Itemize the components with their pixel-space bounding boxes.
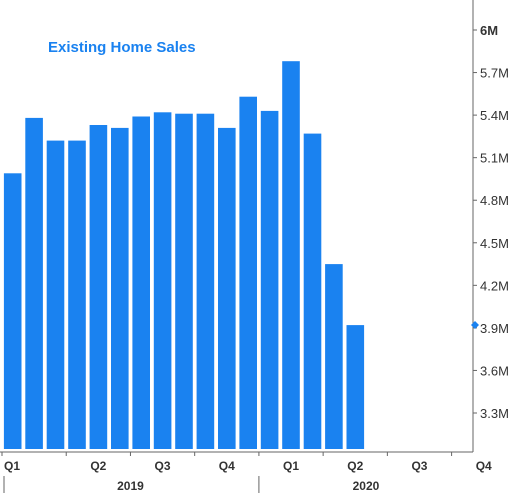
bar-9	[196, 113, 215, 449]
bar-4	[89, 125, 108, 449]
y-tick-label: 5.1M	[480, 151, 509, 166]
bar-16	[346, 325, 365, 449]
x-quarter-label: Q4	[219, 459, 235, 473]
y-tick-label: 4.2M	[480, 278, 509, 293]
last-value-marker	[471, 321, 479, 330]
chart-title: Existing Home Sales	[48, 39, 196, 56]
bar-3	[68, 140, 86, 449]
y-tick-label: 3.6M	[480, 363, 509, 378]
bar-0	[3, 173, 22, 450]
x-quarter-label: Q4	[476, 459, 492, 473]
bar-5	[111, 127, 129, 450]
bar-12	[260, 110, 279, 450]
y-tick-label: 6M	[480, 23, 498, 38]
bar-8	[175, 113, 193, 449]
y-tick-label: 3.3M	[480, 406, 509, 421]
bars-group	[3, 61, 365, 450]
bar-1	[25, 117, 43, 450]
x-year-label: 2019	[117, 479, 144, 493]
y-axis-ticks: 6M 5.7M 5.4M 5.1M 4.8M 4.5M 4.2M 3.9M 3.6M 3.3M	[473, 23, 509, 421]
x-quarter-label: Q2	[90, 459, 106, 473]
x-axis-labels: Q1 Q2 Q3 Q4 Q1 Q2 Q3 Q4 2019 2020	[1, 452, 492, 493]
bar-2	[46, 140, 65, 449]
bar-15	[325, 264, 343, 449]
bar-14	[303, 133, 322, 449]
x-quarter-label: Q1	[283, 459, 299, 473]
y-tick-label: 5.4M	[480, 108, 509, 123]
bar-6	[132, 116, 150, 449]
bar-13	[282, 61, 300, 449]
x-quarter-label: Q1	[4, 459, 20, 473]
y-tick-label: 5.7M	[480, 66, 509, 81]
bar-7	[153, 112, 172, 450]
bar-10	[218, 127, 236, 450]
bar-11	[239, 96, 257, 449]
x-quarter-label: Q3	[411, 459, 427, 473]
y-tick-label: 4.8M	[480, 193, 509, 208]
y-tick-label: 4.5M	[480, 236, 509, 251]
x-quarter-label: Q2	[347, 459, 363, 473]
y-tick-label: 3.9M	[480, 321, 509, 336]
x-quarter-label: Q3	[155, 459, 171, 473]
x-year-label: 2020	[353, 479, 380, 493]
